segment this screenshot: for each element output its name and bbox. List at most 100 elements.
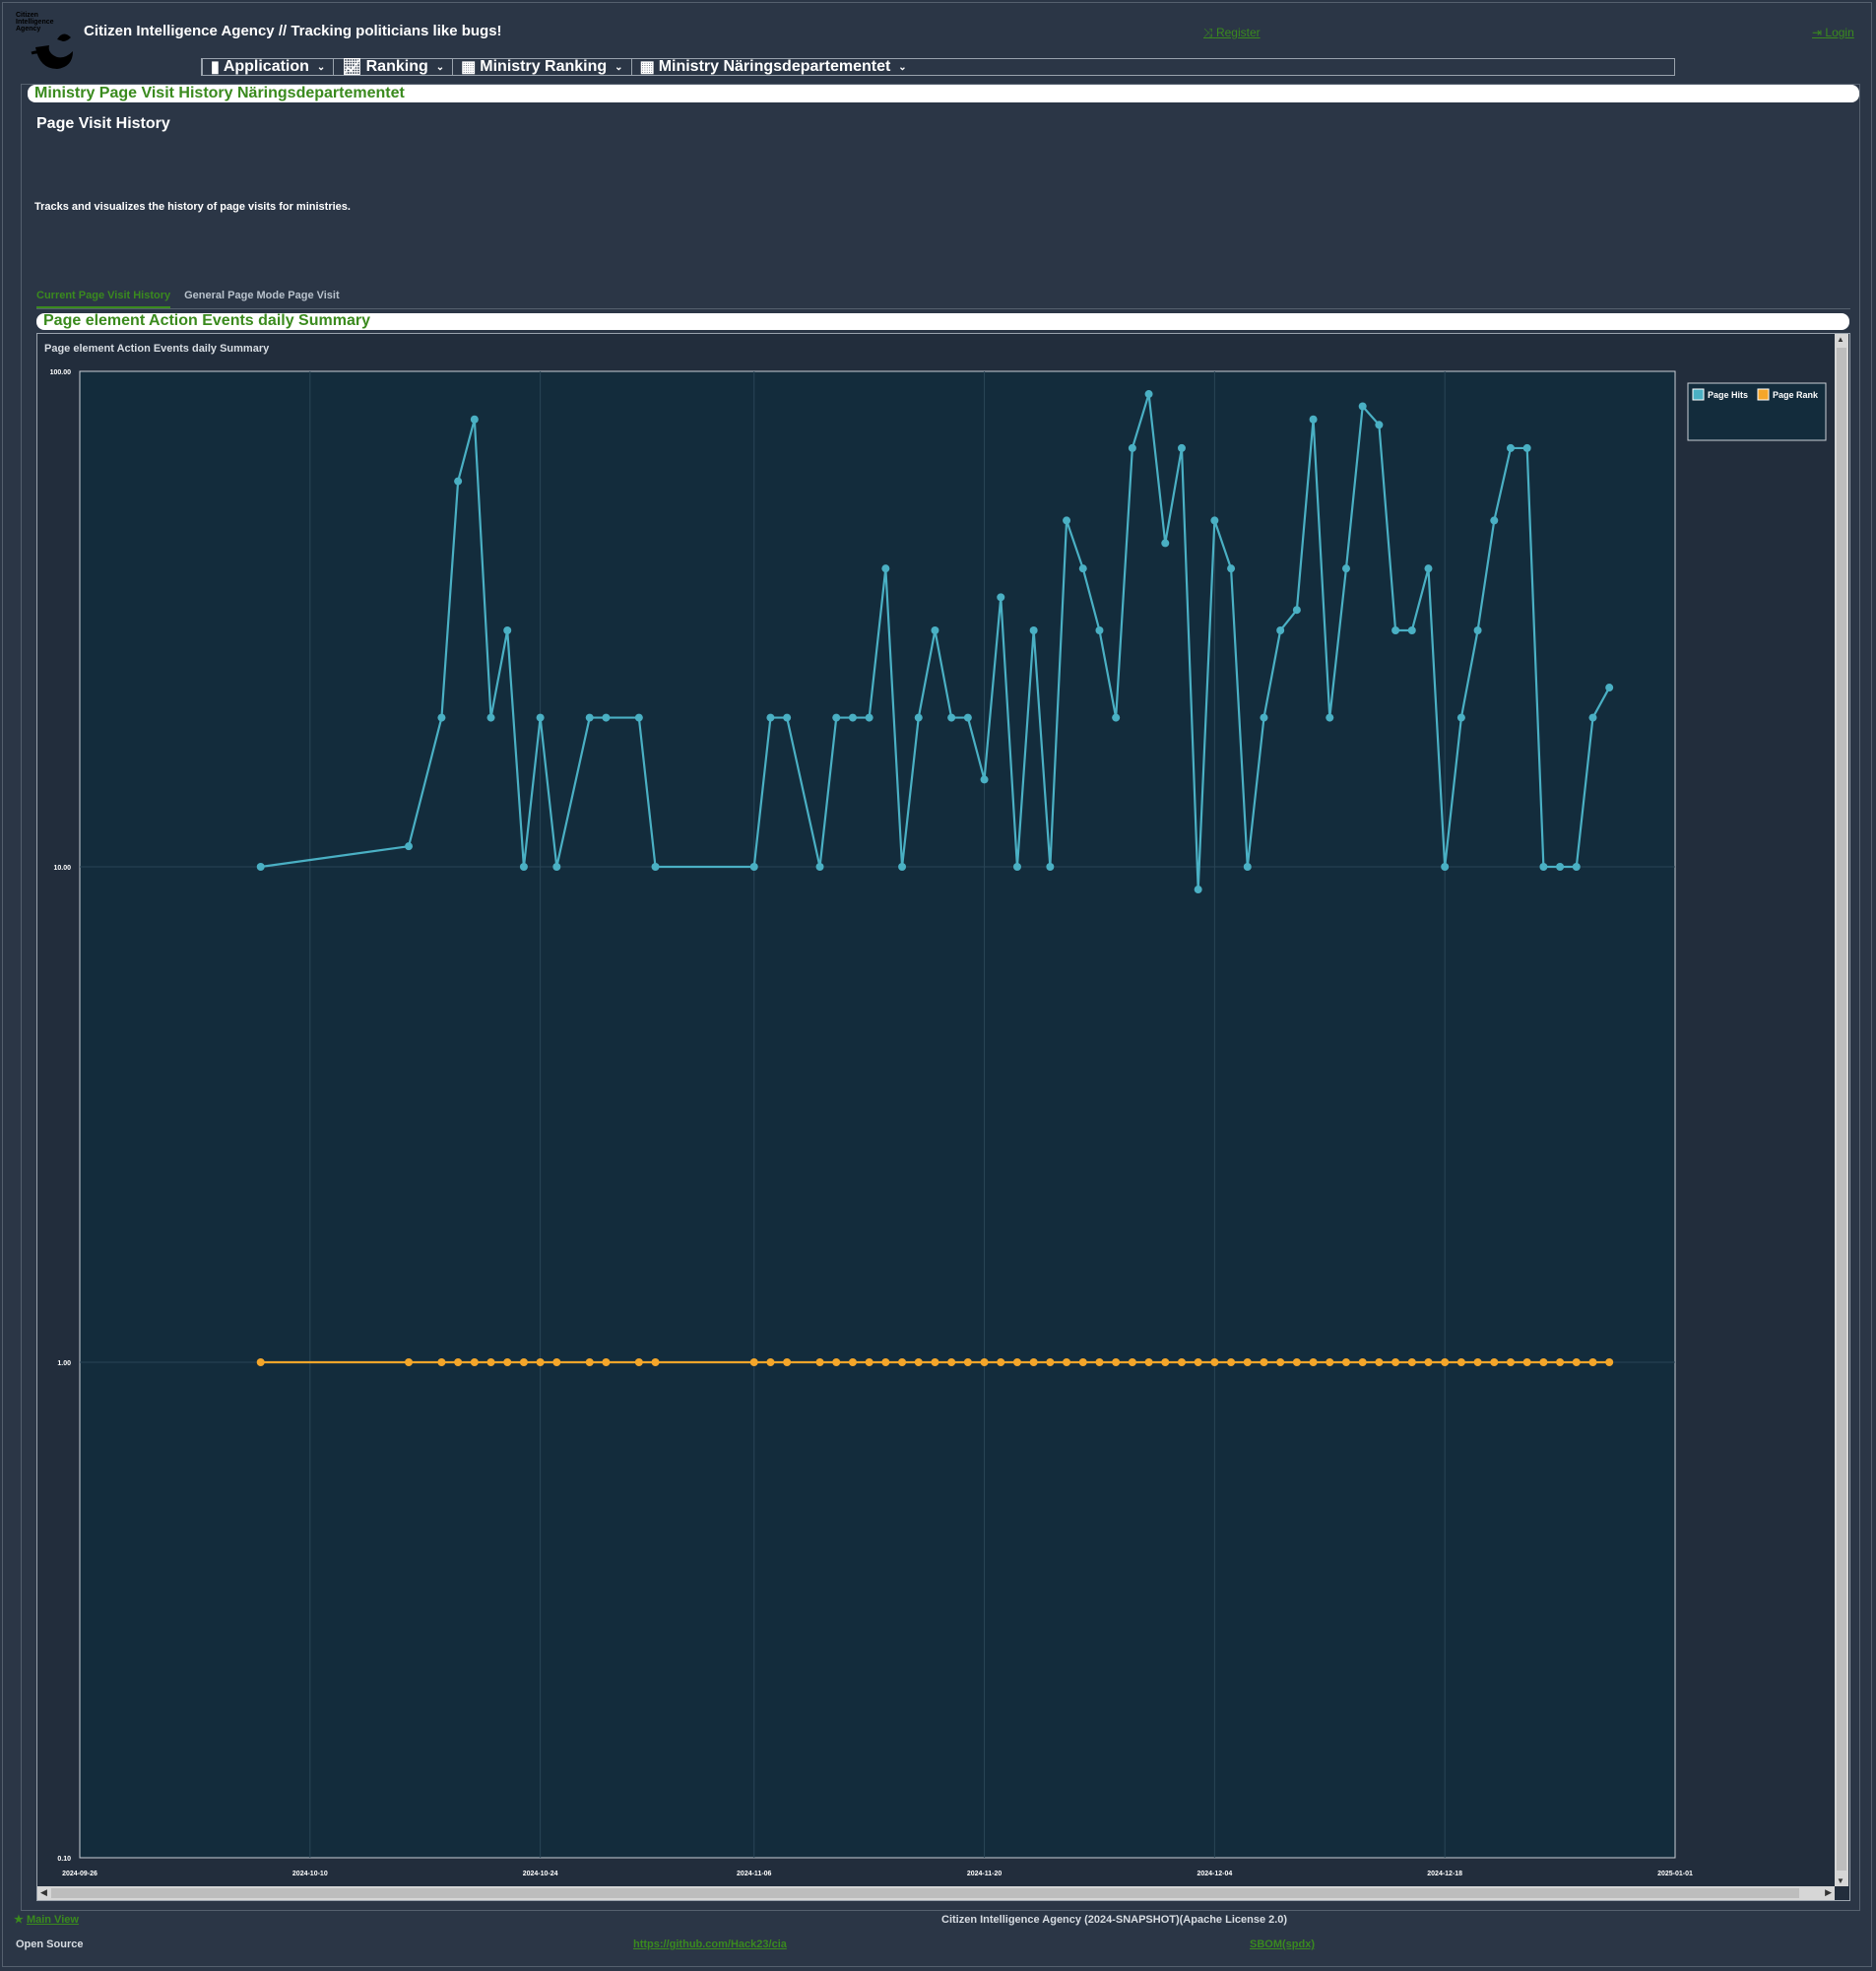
legend-label: Page Hits <box>1708 390 1748 400</box>
data-point-page-rank <box>749 1358 758 1366</box>
data-point-page-rank <box>1046 1358 1055 1366</box>
menu-application-label: Application <box>223 58 309 75</box>
scroll-down-icon[interactable]: ▼ <box>1837 1876 1844 1885</box>
data-point-page-rank <box>1078 1358 1087 1366</box>
data-point-page-hits <box>947 713 956 722</box>
data-point-page-rank <box>1243 1358 1252 1366</box>
chevron-down-icon: ⌄ <box>898 61 907 73</box>
data-point-page-rank <box>1210 1358 1219 1366</box>
data-point-page-hits <box>832 713 841 722</box>
data-point-page-hits <box>898 863 907 871</box>
login-link[interactable]: ⇥ Login <box>1812 26 1854 39</box>
data-point-page-hits <box>470 415 479 424</box>
data-point-page-rank <box>1473 1358 1482 1366</box>
footer-main-view[interactable]: ★ Main View <box>14 1913 79 1926</box>
data-point-page-rank <box>1260 1358 1268 1366</box>
chart-panel-title: Page element Action Events daily Summary <box>43 312 370 329</box>
data-point-page-rank <box>1522 1358 1531 1366</box>
data-point-page-rank <box>1161 1358 1170 1366</box>
data-point-page-hits <box>1605 684 1614 692</box>
legend-box <box>1687 382 1827 441</box>
data-point-page-rank <box>552 1358 561 1366</box>
data-point-page-hits <box>405 842 414 851</box>
data-point-page-hits <box>1424 564 1433 573</box>
login-label: Login <box>1825 26 1854 39</box>
data-point-page-hits <box>1260 713 1268 722</box>
scroll-right-icon[interactable]: ▶ <box>1825 1887 1832 1897</box>
x-tick-label: 2024-11-20 <box>967 1871 1003 1877</box>
vertical-scroll-thumb[interactable] <box>1837 348 1846 1871</box>
data-point-page-rank <box>1341 1358 1350 1366</box>
y-tick-label: 0.10 <box>57 1856 71 1863</box>
main-view-link[interactable]: Main View <box>26 1914 79 1926</box>
horizontal-scroll-thumb[interactable] <box>51 1888 1799 1898</box>
scroll-left-icon[interactable]: ◀ <box>40 1887 47 1897</box>
data-point-page-hits <box>1490 516 1499 525</box>
group-icon: ▦ <box>461 59 477 76</box>
data-point-page-rank <box>1227 1358 1236 1366</box>
data-point-page-hits <box>1194 886 1202 894</box>
data-point-page-rank <box>651 1358 660 1366</box>
data-point-page-hits <box>1112 713 1121 722</box>
scroll-up-icon[interactable]: ▲ <box>1837 335 1844 344</box>
data-point-page-hits <box>1210 516 1219 525</box>
data-point-page-hits <box>256 863 265 871</box>
data-point-page-rank <box>503 1358 512 1366</box>
footer-open-source-label: Open Source <box>16 1938 84 1950</box>
data-point-page-hits <box>1161 539 1170 548</box>
sbom-link[interactable]: SBOM(spdx) <box>1250 1938 1315 1950</box>
data-point-page-hits <box>783 713 792 722</box>
legend-swatch <box>1692 388 1705 401</box>
tab-current-page-visit-history[interactable]: Current Page Visit History <box>36 290 171 308</box>
menu-ministry-ranking[interactable]: ▦ Ministry Ranking ⌄ <box>452 58 630 76</box>
data-point-page-rank <box>585 1358 594 1366</box>
menu-ministry-naringsdepartementet[interactable]: ▦ Ministry Näringsdepartementet ⌄ <box>630 58 915 76</box>
data-point-page-rank <box>470 1358 479 1366</box>
logo-text: Citizen Intelligence Agency <box>16 12 54 33</box>
plot-area <box>79 370 1676 1859</box>
data-point-page-rank <box>1358 1358 1367 1366</box>
data-point-page-rank <box>848 1358 857 1366</box>
group-icon: ▦ <box>639 59 655 76</box>
data-point-page-hits <box>1572 863 1581 871</box>
page-title: Ministry Page Visit History Näringsdepar… <box>34 85 405 101</box>
data-point-page-hits <box>1407 626 1416 635</box>
data-point-page-rank <box>1605 1358 1614 1366</box>
data-point-page-rank <box>1276 1358 1285 1366</box>
data-point-page-hits <box>585 713 594 722</box>
data-point-page-rank <box>519 1358 528 1366</box>
data-point-page-rank <box>815 1358 824 1366</box>
data-point-page-rank <box>405 1358 414 1366</box>
x-tick-label: 2025-01-01 <box>1657 1871 1693 1877</box>
data-point-page-rank <box>997 1358 1005 1366</box>
menu-application[interactable]: ▮ Application ⌄ <box>202 58 333 76</box>
menu-ministry-label: Ministry Näringsdepartementet <box>658 58 891 75</box>
data-point-page-hits <box>766 713 775 722</box>
data-point-page-hits <box>1456 713 1465 722</box>
x-tick-label: 2024-10-24 <box>523 1871 558 1877</box>
data-point-page-hits <box>914 713 923 722</box>
menu-ranking[interactable]: 📈︎ Ranking ⌄ <box>333 58 452 76</box>
cia-logo[interactable]: Citizen Intelligence Agency <box>14 10 77 73</box>
data-point-page-hits <box>1506 443 1515 452</box>
data-point-page-rank <box>914 1358 923 1366</box>
tab-general-page-mode-page-visit[interactable]: General Page Mode Page Visit <box>184 290 340 301</box>
horizontal-scrollbar[interactable]: ◀ ▶ <box>37 1886 1835 1900</box>
data-point-page-rank <box>1144 1358 1153 1366</box>
vertical-scrollbar[interactable]: ▲ ▼ <box>1835 334 1848 1886</box>
app-title: Citizen Intelligence Agency // Tracking … <box>84 23 502 39</box>
data-point-page-rank <box>783 1358 792 1366</box>
register-link[interactable]: ⤨ Register <box>1203 26 1261 40</box>
data-point-page-hits <box>815 863 824 871</box>
chart-panel-title-bar: Page element Action Events daily Summary <box>36 312 1849 330</box>
x-tick-label: 2024-10-10 <box>292 1871 328 1877</box>
data-point-page-rank <box>881 1358 890 1366</box>
data-point-page-hits <box>1309 415 1318 424</box>
star-icon: ★ <box>14 1914 24 1926</box>
data-point-page-rank <box>832 1358 841 1366</box>
data-point-page-hits <box>1588 713 1597 722</box>
github-link[interactable]: https://github.com/Hack23/cia <box>633 1938 787 1950</box>
data-point-page-rank <box>1424 1358 1433 1366</box>
data-point-page-rank <box>1588 1358 1597 1366</box>
